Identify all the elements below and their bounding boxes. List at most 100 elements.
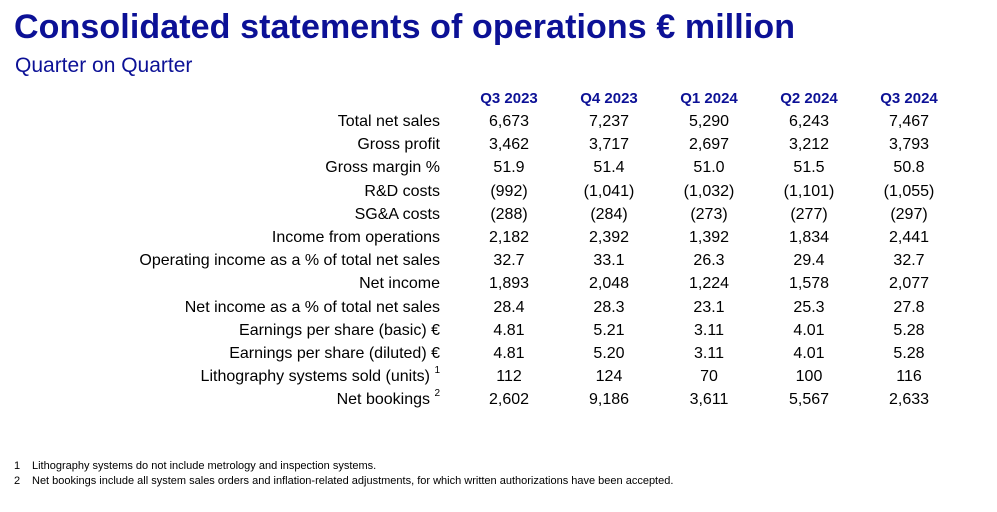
row-label-text: Lithography systems sold (units) xyxy=(200,368,430,386)
table-cell: 112 xyxy=(496,368,522,386)
table-cell: 100 xyxy=(795,368,823,386)
table-cell: (277) xyxy=(790,205,828,223)
row-label-text: Gross profit xyxy=(357,136,440,154)
row-label: Gross margin % xyxy=(325,156,440,179)
table-cell: 51.5 xyxy=(793,159,825,177)
table-cell: 3,212 xyxy=(788,136,830,154)
table-cell: 2,182 xyxy=(488,228,530,246)
table-header-row: Q3 2023 Q4 2023 Q1 2024 Q2 2024 Q3 2024 xyxy=(0,88,997,110)
table-cell: 28.3 xyxy=(593,298,625,316)
table-cell: 2,602 xyxy=(488,391,530,409)
row-label: Earnings per share (basic) € xyxy=(239,319,440,342)
table-cell: (284) xyxy=(590,205,628,223)
table-cell: (1,041) xyxy=(583,182,635,200)
table-cell: 4.01 xyxy=(793,321,825,339)
table-cell: 4.01 xyxy=(793,344,825,362)
table-row: Net income 1,893 2,048 1,224 1,578 2,077 xyxy=(0,272,997,295)
table-row: Earnings per share (diluted) € 4.81 5.20… xyxy=(0,342,997,365)
column-header: Q1 2024 xyxy=(680,90,738,107)
table-cell: 1,893 xyxy=(488,275,530,293)
row-label-text: Operating income as a % of total net sal… xyxy=(139,252,440,270)
column-header: Q2 2024 xyxy=(780,90,838,107)
column-header: Q3 2023 xyxy=(480,90,538,107)
table-row: Lithography systems sold (units) 1 112 1… xyxy=(0,365,997,388)
table-cell: 51.4 xyxy=(593,159,625,177)
table-cell: 1,224 xyxy=(688,275,730,293)
table-cell: 26.3 xyxy=(693,252,725,270)
row-label-text: R&D costs xyxy=(364,182,440,200)
table-cell: 5.20 xyxy=(593,344,625,362)
row-label-text: Gross margin % xyxy=(325,159,440,177)
row-label: Lithography systems sold (units) 1 xyxy=(201,365,440,388)
footnote-marker: 1 xyxy=(434,364,440,376)
row-label-text: SG&A costs xyxy=(354,205,440,223)
table-row: R&D costs (992) (1,041) (1,032) (1,101) … xyxy=(0,180,997,203)
footnote: 2 Net bookings include all system sales o… xyxy=(14,474,673,489)
table-cell: (1,032) xyxy=(683,182,735,200)
row-label: Net income xyxy=(359,272,440,295)
footnote-text: Lithography systems do not include metro… xyxy=(32,460,377,472)
table-row: Income from operations 2,182 2,392 1,392… xyxy=(0,226,997,249)
table-cell: 7,467 xyxy=(888,113,930,130)
operations-table: Q3 2023 Q4 2023 Q1 2024 Q2 2024 Q3 2024 … xyxy=(0,88,997,411)
table-row: Net bookings 2 2,602 9,186 3,611 5,567 2… xyxy=(0,388,997,411)
row-label: Net income as a % of total net sales xyxy=(185,296,440,319)
row-label-text: Total net sales xyxy=(337,113,440,130)
table-cell: 2,077 xyxy=(888,275,930,293)
table-cell: 33.1 xyxy=(593,252,625,270)
row-label-text: Earnings per share (diluted) € xyxy=(229,344,440,362)
footnotes: 1 Lithography systems do not include metr… xyxy=(14,459,673,489)
table-cell: 124 xyxy=(595,368,623,386)
table-cell: (288) xyxy=(490,205,528,223)
table-cell: 5,290 xyxy=(688,113,730,130)
table-cell: (1,101) xyxy=(783,182,835,200)
row-label-text: Income from operations xyxy=(271,228,440,246)
table-cell: 3.11 xyxy=(694,321,724,339)
table-cell: 3,717 xyxy=(588,136,630,154)
row-label: Earnings per share (diluted) € xyxy=(229,342,440,365)
table-cell: 9,186 xyxy=(588,391,630,409)
row-label: Net bookings 2 xyxy=(337,388,440,411)
row-label: R&D costs xyxy=(364,180,440,203)
table-cell: 6,243 xyxy=(788,113,830,130)
footnote: 1 Lithography systems do not include metr… xyxy=(14,459,673,474)
table-cell: (297) xyxy=(890,205,928,223)
table-cell: 1,578 xyxy=(788,275,830,293)
table-cell: 116 xyxy=(896,368,922,386)
table-cell: 5.21 xyxy=(593,321,625,339)
table-cell: 32.7 xyxy=(493,252,525,270)
table-row: SG&A costs (288) (284) (273) (277) (297) xyxy=(0,203,997,226)
row-label-text: Net income xyxy=(359,275,440,293)
table-cell: 5,567 xyxy=(788,391,830,409)
page-title: Consolidated statements of operations € … xyxy=(14,8,796,46)
row-label: Income from operations xyxy=(272,226,440,249)
table-cell: 51.9 xyxy=(493,159,525,177)
row-label-text: Earnings per share (basic) € xyxy=(239,321,440,339)
table-cell: 23.1 xyxy=(693,298,725,316)
table-cell: 4.81 xyxy=(493,321,525,339)
table-row: Gross margin % 51.9 51.4 51.0 51.5 50.8 xyxy=(0,156,997,179)
row-label-text: Net bookings xyxy=(336,391,430,409)
column-header: Q4 2023 xyxy=(580,90,638,107)
table-cell: 3,611 xyxy=(689,391,729,409)
footnote-text: Net bookings include all system sales or… xyxy=(32,475,674,487)
table-cell: 2,048 xyxy=(588,275,630,293)
table-cell: (273) xyxy=(690,205,728,223)
column-header: Q3 2024 xyxy=(880,90,938,107)
table-cell: 2,633 xyxy=(888,391,930,409)
footnote-number: 1 xyxy=(14,460,21,472)
table-row: Net income as a % of total net sales 28.… xyxy=(0,296,997,319)
table-cell: 32.7 xyxy=(893,252,925,270)
page-subtitle: Quarter on Quarter xyxy=(15,54,193,77)
table-cell: 2,392 xyxy=(588,228,630,246)
table-cell: (1,055) xyxy=(883,182,935,200)
table-cell: 25.3 xyxy=(793,298,825,316)
table-cell: 29.4 xyxy=(793,252,825,270)
table-row: Total net sales 6,673 7,237 5,290 6,243 … xyxy=(0,110,997,133)
footnote-marker: 2 xyxy=(434,387,440,399)
table-cell: 28.4 xyxy=(493,298,525,316)
table-cell: 3,793 xyxy=(888,136,930,154)
row-label: Gross profit xyxy=(357,133,440,156)
table-cell: 7,237 xyxy=(588,113,630,130)
table-cell: 50.8 xyxy=(893,159,925,177)
